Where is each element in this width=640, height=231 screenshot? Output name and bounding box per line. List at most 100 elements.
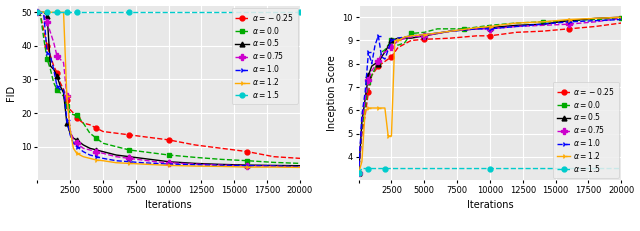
$\alpha=1.5$ bbox=[47, 11, 54, 14]
$\alpha=-0.25$ bbox=[36, 14, 44, 17]
$\alpha=-0.25$ bbox=[270, 155, 278, 158]
$\alpha=-0.25$ bbox=[40, 29, 48, 32]
$\alpha=0.75$ bbox=[47, 31, 54, 34]
$\alpha=-0.25$ bbox=[381, 60, 388, 63]
$\alpha=1.0$ bbox=[63, 118, 70, 121]
$\alpha=0.75$ bbox=[473, 27, 481, 30]
$\alpha=1.5$ bbox=[618, 167, 625, 170]
$\alpha=1.2$ bbox=[365, 107, 372, 109]
$\alpha=0.5$ bbox=[138, 157, 146, 160]
$\alpha=-0.25$ bbox=[565, 27, 573, 30]
$\alpha=0.0$ bbox=[362, 107, 369, 109]
$\alpha=0.75$ bbox=[79, 147, 87, 150]
$\alpha=0.0$ bbox=[591, 18, 599, 21]
$\alpha=0.5$ bbox=[244, 164, 252, 167]
$\alpha=0.0$ bbox=[86, 132, 93, 134]
$\alpha=1.0$ bbox=[420, 33, 428, 36]
$\alpha=0.0$ bbox=[191, 156, 199, 159]
$\alpha=1.2$ bbox=[394, 39, 402, 42]
$\alpha=0.0$ bbox=[165, 154, 173, 156]
$\alpha=-0.25$ bbox=[420, 38, 428, 41]
$\alpha=1.0$ bbox=[73, 145, 81, 148]
$\alpha=0.0$ bbox=[138, 150, 146, 153]
$\alpha=0.75$ bbox=[355, 172, 362, 175]
$\alpha=1.2$ bbox=[67, 128, 74, 131]
$\alpha=0.75$ bbox=[420, 34, 428, 37]
$\alpha=0.0$ bbox=[433, 27, 441, 30]
Line: $\alpha=-0.25$: $\alpha=-0.25$ bbox=[35, 10, 303, 161]
$\alpha=0.75$ bbox=[218, 164, 225, 167]
Line: $\alpha=1.0$: $\alpha=1.0$ bbox=[35, 9, 303, 170]
$\alpha=1.5$ bbox=[230, 11, 238, 14]
$\alpha=0.75$ bbox=[565, 23, 573, 26]
$\alpha=-0.25$ bbox=[67, 108, 74, 111]
$\alpha=0.5$ bbox=[79, 143, 87, 146]
$\alpha=0.75$ bbox=[165, 161, 173, 164]
$\alpha=-0.25$ bbox=[368, 74, 376, 77]
$\alpha=0.0$ bbox=[270, 161, 278, 164]
$\alpha=-0.25$ bbox=[86, 123, 93, 126]
$\alpha=1.0$ bbox=[50, 68, 58, 71]
$\alpha=1.0$ bbox=[191, 163, 199, 166]
$\alpha=0.75$ bbox=[244, 164, 252, 167]
$\alpha=0.0$ bbox=[539, 21, 547, 23]
$\alpha=1.2$ bbox=[355, 172, 362, 175]
$\alpha=0.5$ bbox=[296, 164, 304, 167]
$\alpha=1.0$ bbox=[355, 172, 362, 175]
$\alpha=0.5$ bbox=[473, 27, 481, 30]
Line: $\alpha=1.0$: $\alpha=1.0$ bbox=[356, 17, 624, 176]
$\alpha=1.2$ bbox=[374, 107, 382, 109]
$\alpha=1.0$ bbox=[93, 155, 100, 158]
$\alpha=1.0$ bbox=[36, 11, 44, 14]
$\alpha=0.75$ bbox=[447, 30, 454, 33]
$\alpha=1.5$ bbox=[50, 11, 58, 14]
$\alpha=0.5$ bbox=[368, 65, 376, 67]
$\alpha=1.2$ bbox=[539, 21, 547, 23]
$\alpha=1.5$ bbox=[125, 11, 133, 14]
$\alpha=0.0$ bbox=[40, 38, 48, 40]
$\alpha=0.0$ bbox=[67, 112, 74, 114]
Line: $\alpha=0.5$: $\alpha=0.5$ bbox=[35, 10, 303, 168]
$\alpha=1.5$ bbox=[63, 11, 70, 14]
$\alpha=1.2$ bbox=[86, 157, 93, 160]
$\alpha=0.0$ bbox=[394, 44, 402, 46]
$\alpha=0.5$ bbox=[539, 23, 547, 26]
$\alpha=0.5$ bbox=[407, 37, 415, 40]
$\alpha=0.5$ bbox=[374, 62, 382, 65]
$\alpha=0.0$ bbox=[47, 68, 54, 71]
$\alpha=1.2$ bbox=[99, 159, 107, 162]
$\alpha=-0.25$ bbox=[191, 143, 199, 146]
$\alpha=-0.25$ bbox=[79, 122, 87, 125]
$\alpha=0.5$ bbox=[355, 172, 362, 175]
$\alpha=0.75$ bbox=[358, 121, 365, 123]
Y-axis label: Inception Score: Inception Score bbox=[327, 55, 337, 131]
$\alpha=1.5$ bbox=[486, 167, 494, 170]
$\alpha=1.0$ bbox=[368, 62, 376, 65]
$\alpha=0.75$ bbox=[50, 41, 58, 44]
$\alpha=1.0$ bbox=[47, 55, 54, 57]
$\alpha=-0.25$ bbox=[138, 135, 146, 138]
$\alpha=1.0$ bbox=[152, 162, 159, 165]
$\alpha=0.0$ bbox=[368, 74, 376, 77]
$\alpha=0.0$ bbox=[44, 58, 51, 61]
$\alpha=0.75$ bbox=[368, 69, 376, 72]
$\alpha=1.2$ bbox=[50, 11, 58, 14]
$\alpha=1.5$ bbox=[70, 11, 77, 14]
$\alpha=-0.25$ bbox=[152, 137, 159, 140]
$\alpha=0.5$ bbox=[486, 26, 494, 29]
$\alpha=0.75$ bbox=[388, 46, 396, 49]
$\alpha=0.0$ bbox=[50, 81, 58, 84]
$\alpha=0.5$ bbox=[420, 34, 428, 37]
$\alpha=-0.25$ bbox=[358, 132, 365, 135]
$\alpha=0.75$ bbox=[33, 11, 41, 14]
$\alpha=1.0$ bbox=[374, 34, 382, 37]
$\alpha=0.0$ bbox=[407, 32, 415, 35]
Line: $\alpha=0.0$: $\alpha=0.0$ bbox=[35, 10, 303, 166]
$\alpha=0.5$ bbox=[565, 19, 573, 22]
$\alpha=1.2$ bbox=[407, 34, 415, 37]
$\alpha=0.75$ bbox=[60, 61, 67, 64]
$\alpha=-0.25$ bbox=[73, 117, 81, 119]
$\alpha=1.2$ bbox=[47, 11, 54, 14]
$\alpha=0.5$ bbox=[44, 14, 51, 17]
$\alpha=0.5$ bbox=[86, 147, 93, 150]
